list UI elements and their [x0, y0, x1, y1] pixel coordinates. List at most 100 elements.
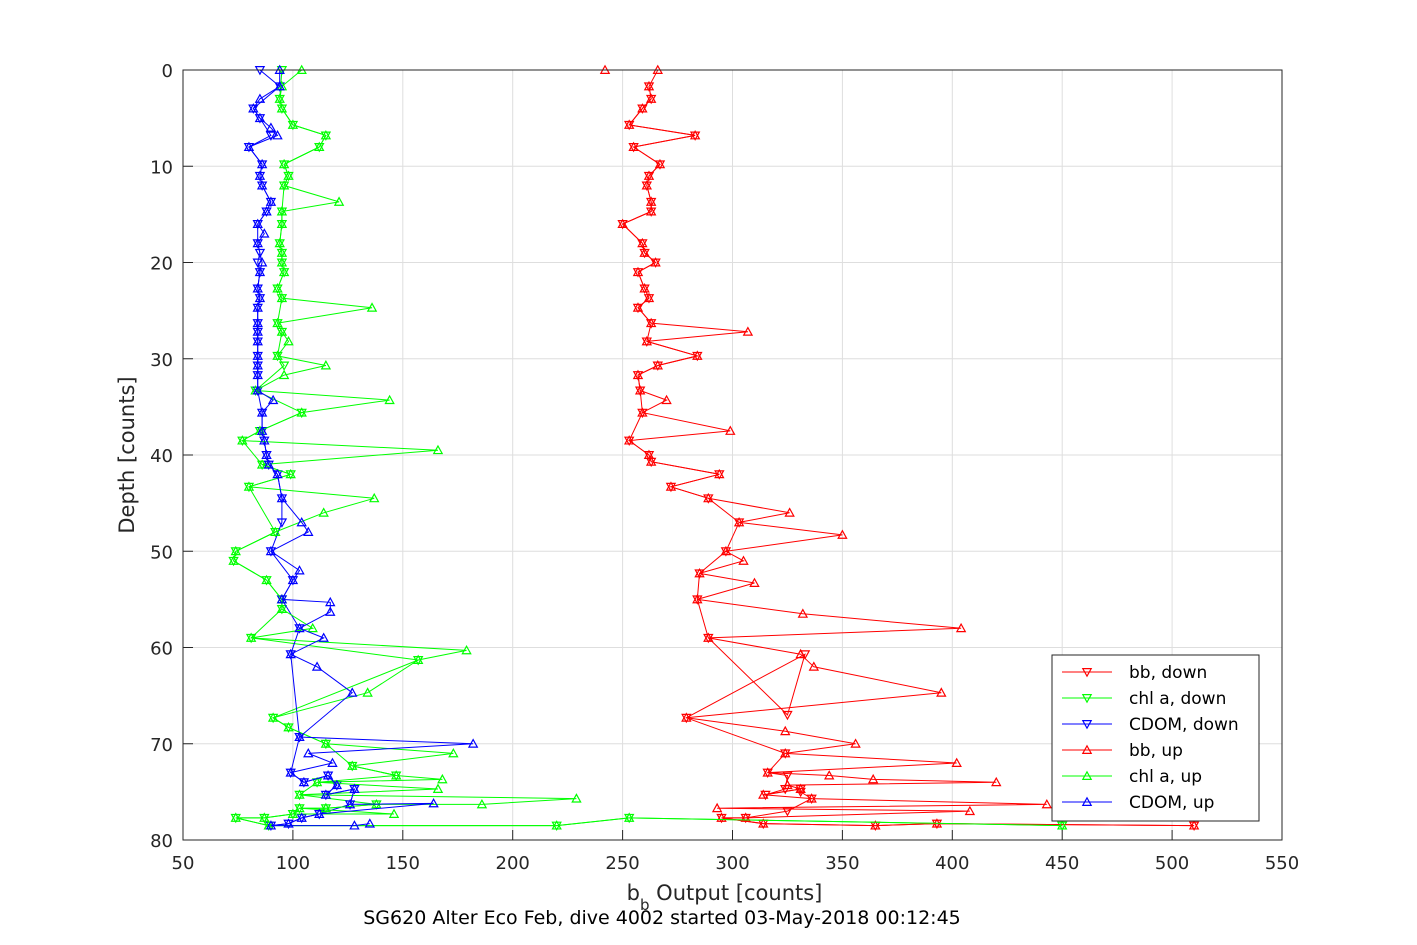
data-point: [795, 648, 806, 659]
plot-area: [228, 64, 1200, 831]
data-point: [716, 812, 727, 822]
data-point: [369, 492, 380, 503]
caption: SG620 Alter Eco Feb, dive 4002 started 0…: [363, 907, 961, 929]
series-5: [243, 64, 479, 830]
data-point: [461, 644, 472, 655]
data-point: [738, 555, 749, 565]
data-point: [248, 103, 259, 113]
data-point: [850, 738, 861, 748]
data-point: [278, 180, 290, 190]
data-point: [283, 721, 294, 732]
data-point: [643, 170, 655, 180]
data-point: [628, 141, 639, 151]
data-point: [837, 529, 848, 539]
data-point: [634, 385, 646, 395]
data-point: [390, 770, 402, 780]
data-point: [467, 738, 479, 748]
y-tick-label: 60: [150, 639, 173, 660]
data-point: [694, 567, 705, 578]
x-tick-label: 50: [172, 853, 195, 874]
x-axis-label: bb Output [counts]: [627, 881, 823, 914]
data-point: [311, 661, 323, 671]
data-point: [571, 793, 582, 803]
data-point: [243, 481, 255, 491]
legend-marker: [1081, 796, 1093, 806]
data-point: [725, 425, 736, 435]
data-point: [347, 760, 358, 770]
legend-entry: CDOM, down: [1062, 715, 1239, 735]
x-tick-label: 250: [605, 853, 639, 874]
data-point: [632, 302, 644, 312]
data-point: [285, 468, 296, 479]
data-point: [782, 710, 793, 721]
y-tick-label: 80: [150, 831, 173, 852]
legend-label: bb, up: [1129, 741, 1183, 761]
data-point: [643, 292, 655, 303]
x-tick-label: 150: [386, 853, 420, 874]
y-tick-label: 30: [150, 350, 173, 371]
data-point: [245, 632, 257, 642]
data-point: [347, 687, 358, 697]
data-point: [252, 283, 263, 293]
series-4: [228, 64, 1068, 830]
data-point: [230, 812, 241, 822]
y-tick-label: 20: [150, 254, 173, 275]
data-point: [325, 606, 336, 616]
data-point: [314, 808, 325, 818]
data-point: [265, 196, 277, 206]
data-point: [703, 492, 714, 503]
legend-entry: bb, down: [1062, 663, 1207, 683]
data-point: [654, 158, 666, 169]
data-point: [742, 326, 754, 336]
data-point: [254, 266, 266, 277]
series-line: [248, 70, 474, 827]
data-point: [320, 738, 332, 748]
legend-marker: [1081, 720, 1093, 730]
data-point: [320, 802, 332, 813]
data-point: [276, 206, 288, 216]
data-point: [230, 545, 241, 556]
data-point: [637, 103, 648, 113]
data-point: [265, 545, 277, 556]
data-point: [285, 767, 296, 777]
data-point: [276, 593, 288, 604]
data-point: [298, 776, 310, 787]
data-point: [276, 257, 288, 267]
legend-entry: chl a, up: [1062, 767, 1202, 787]
y-tick-label: 0: [162, 61, 173, 82]
data-point: [265, 820, 277, 830]
data-point: [256, 180, 268, 190]
data-point: [645, 206, 657, 216]
data-point: [964, 805, 976, 816]
data-point: [331, 779, 343, 790]
data-point: [287, 574, 299, 585]
data-point: [272, 130, 283, 140]
data-point: [665, 481, 677, 491]
data-point: [333, 196, 345, 206]
data-point: [318, 507, 329, 517]
data-point: [303, 747, 314, 758]
y-axis-ticks: 0 10 20 30 40 50 60 70 80: [150, 61, 193, 852]
data-point: [362, 687, 373, 697]
data-point: [762, 767, 773, 777]
data-point: [448, 747, 459, 758]
data-point: [274, 93, 285, 103]
data-point: [703, 632, 714, 642]
data-point: [261, 206, 272, 216]
data-point: [780, 725, 791, 736]
data-point: [720, 545, 732, 556]
data-point: [276, 603, 288, 613]
data-point: [823, 770, 835, 780]
data-point: [349, 820, 360, 830]
data-point: [294, 565, 305, 575]
data-point: [1041, 798, 1053, 809]
data-point: [252, 218, 263, 228]
data-point: [252, 237, 263, 248]
data-point: [797, 608, 809, 618]
data-point: [322, 770, 334, 780]
data-point: [1188, 820, 1200, 830]
x-tick-label: 500: [1155, 853, 1189, 874]
data-point: [951, 757, 962, 767]
data-point: [782, 771, 793, 781]
data-point: [276, 326, 288, 336]
